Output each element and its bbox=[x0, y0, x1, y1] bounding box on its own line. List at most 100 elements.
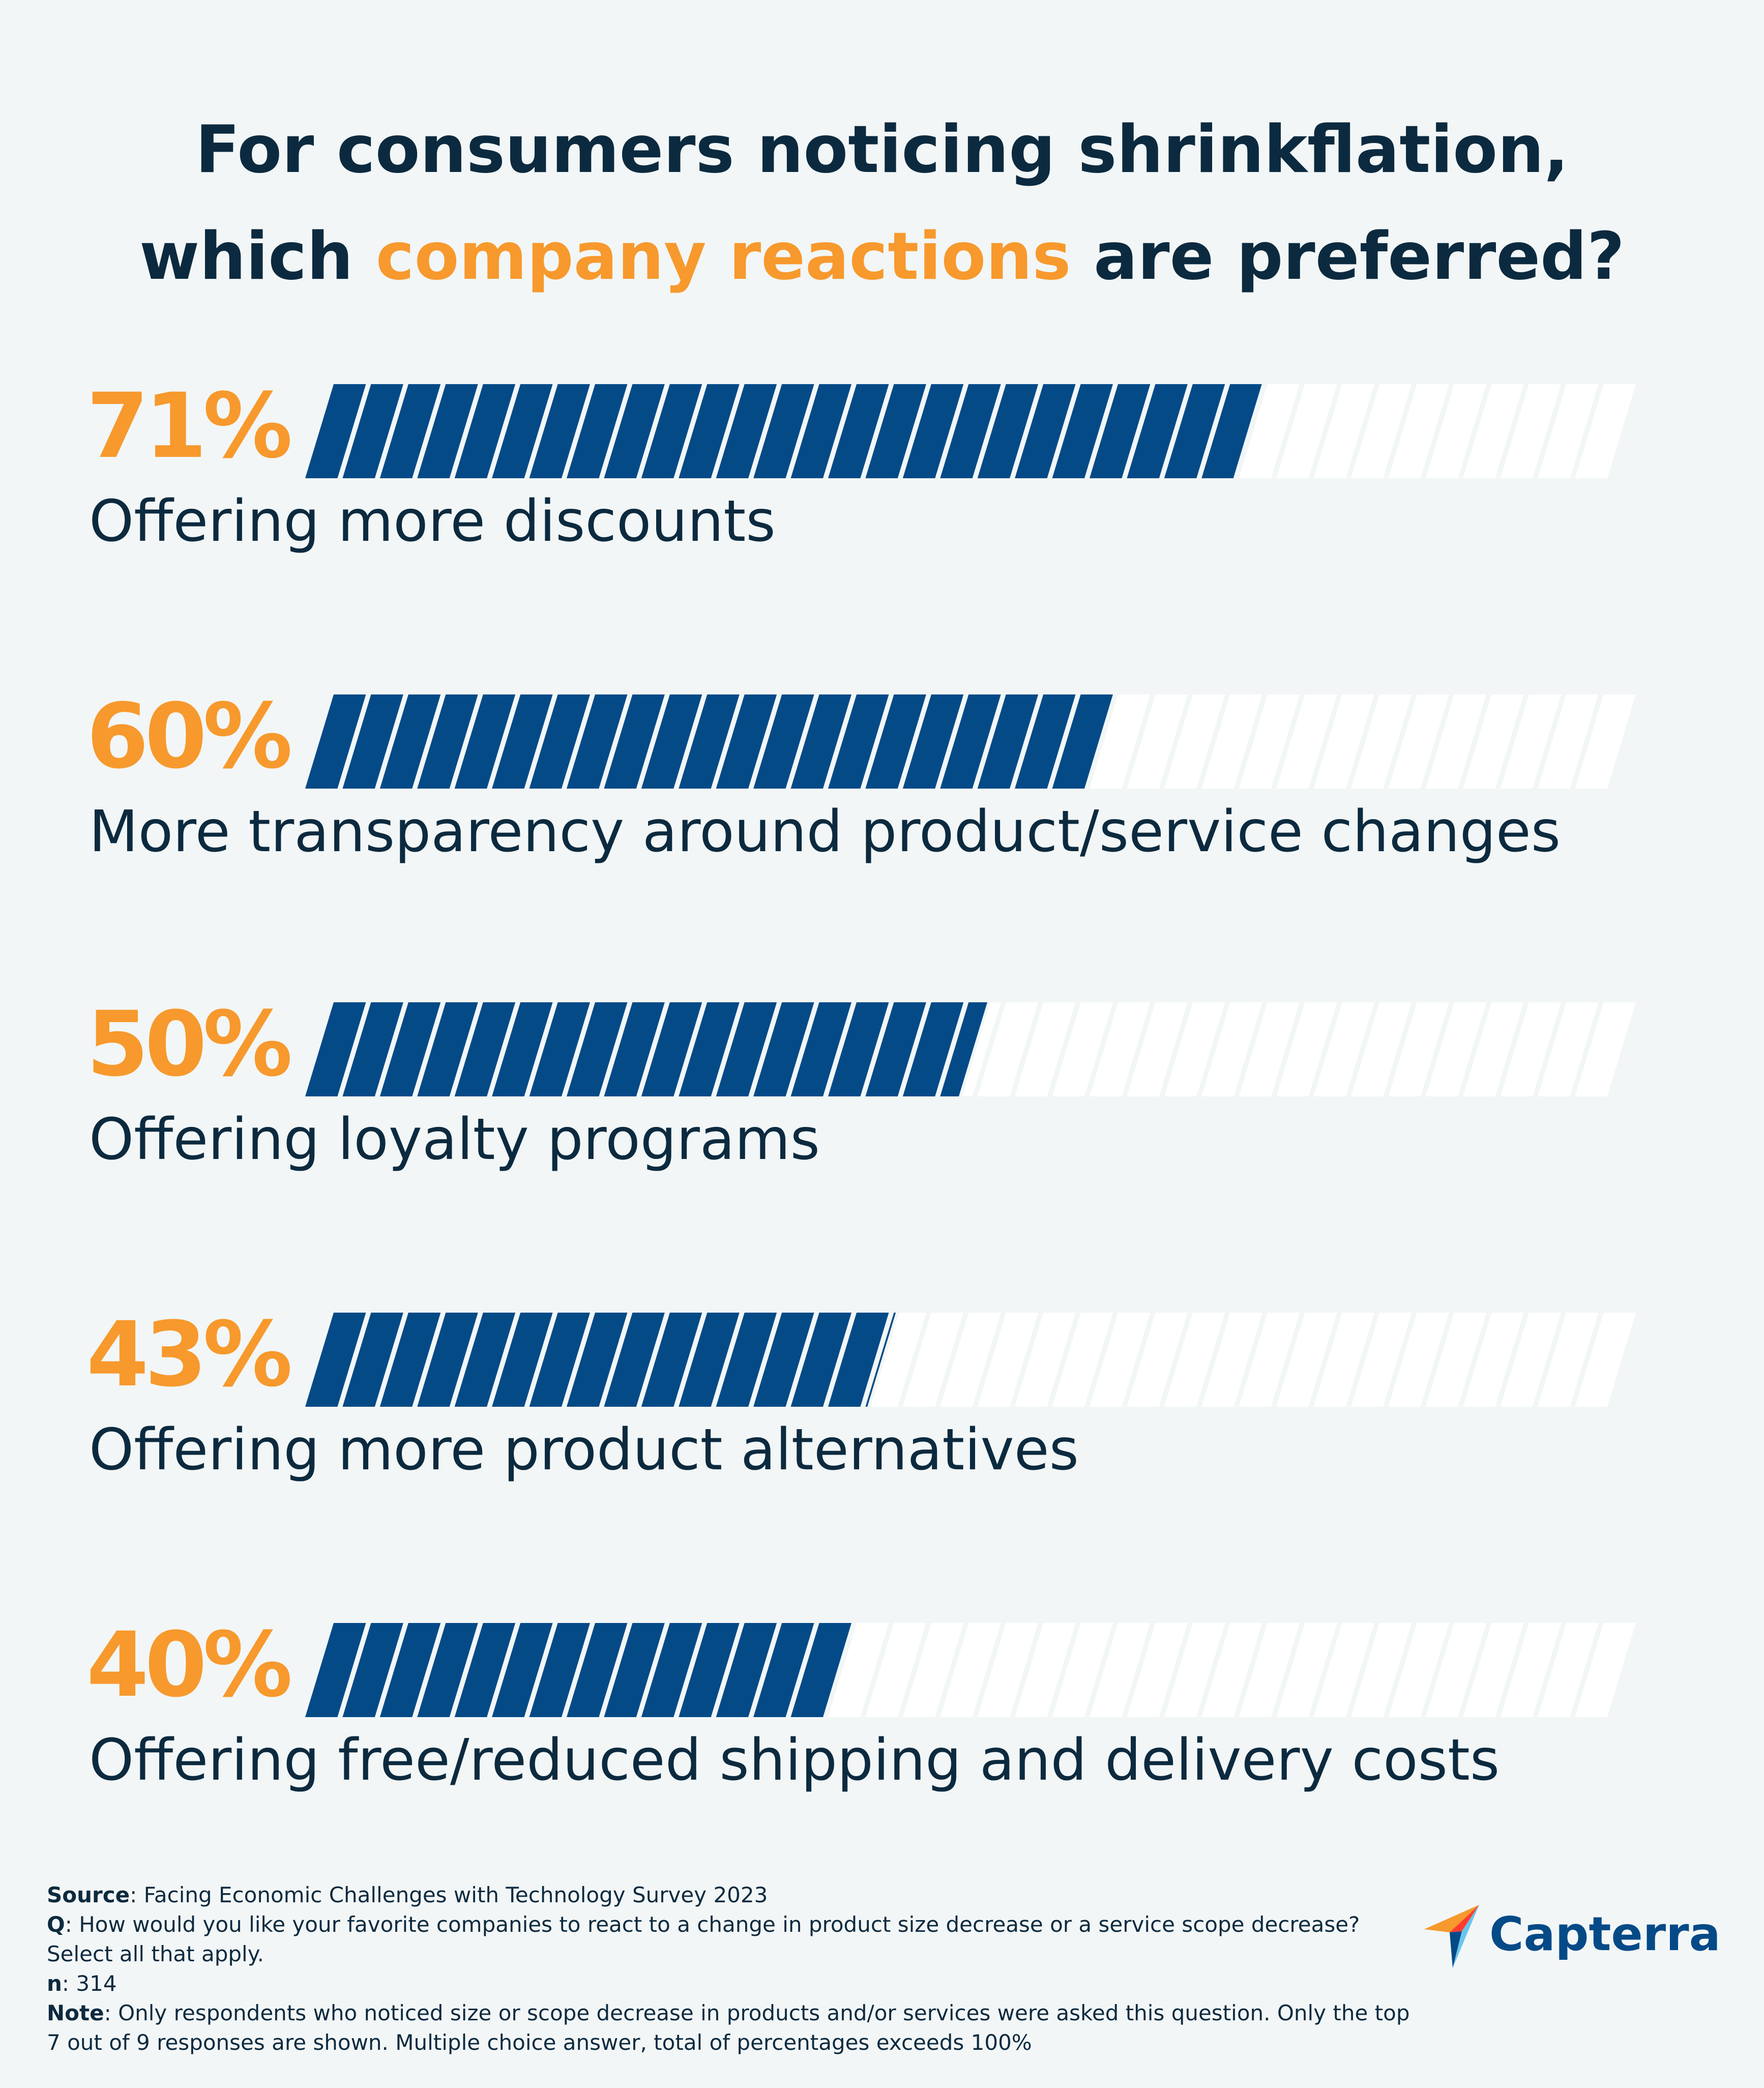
sample-size-text: : 314 bbox=[62, 1971, 117, 1996]
bar-stripe-empty bbox=[1127, 1313, 1188, 1407]
bar-stripe-empty bbox=[977, 1002, 1039, 1096]
bar-stripe-filled bbox=[679, 1002, 740, 1096]
bar-stripe-filled bbox=[828, 694, 889, 789]
bar-stripe-filled bbox=[342, 1002, 403, 1096]
bar-stripe-filled bbox=[641, 694, 702, 789]
footnotes: Source: Facing Economic Challenges with … bbox=[47, 1880, 1420, 2057]
capterra-arrow-icon bbox=[1424, 1905, 1479, 1968]
bar-stripe-empty bbox=[1463, 1623, 1524, 1717]
bar-stripe-empty bbox=[1425, 694, 1487, 789]
bar-stripe-filled bbox=[342, 384, 403, 478]
bar-stripe-empty bbox=[1351, 384, 1412, 478]
bar-stripe-empty bbox=[1090, 1002, 1151, 1096]
bar-stripe-filled bbox=[342, 1623, 403, 1717]
bar-stripe-filled bbox=[716, 384, 777, 478]
bar-stripe-filled bbox=[753, 1002, 814, 1096]
bar-stripe-filled bbox=[305, 694, 366, 789]
bar-stripe-filled bbox=[492, 1623, 553, 1717]
bar-stripe-empty bbox=[1388, 1002, 1449, 1096]
bar-row: 50% Offering loyalty programs bbox=[0, 992, 1764, 1216]
bar-stripe-empty bbox=[828, 1623, 889, 1717]
bar-stripe-empty bbox=[1127, 1002, 1188, 1096]
bar-stripe-empty bbox=[1425, 1313, 1487, 1407]
bar-stripe-filled bbox=[379, 1623, 441, 1717]
bar-alternatives bbox=[305, 1313, 1636, 1407]
bar-transparency bbox=[305, 694, 1636, 789]
bar-stripe-filled bbox=[865, 694, 926, 789]
bar-stripe-filled bbox=[305, 1313, 366, 1407]
bar-stripe-filled bbox=[379, 694, 441, 789]
bar-stripe-filled bbox=[641, 1002, 702, 1096]
bar-stripe-empty bbox=[1538, 1313, 1599, 1407]
bar-stripe-empty bbox=[1276, 1313, 1337, 1407]
category-label: Offering free/reduced shipping and deliv… bbox=[89, 1727, 1500, 1793]
bar-stripe-filled bbox=[790, 1002, 851, 1096]
bar-stripe-empty bbox=[1313, 1313, 1374, 1407]
category-label: Offering more discounts bbox=[89, 488, 776, 555]
bar-stripe-empty bbox=[1090, 1313, 1151, 1407]
source-note: Source: Facing Economic Challenges with … bbox=[47, 1880, 1420, 1910]
bar-stripe-filled bbox=[902, 694, 964, 789]
bar-stripe-empty bbox=[1351, 1313, 1412, 1407]
bar-stripe-empty bbox=[1538, 1002, 1599, 1096]
bar-stripe-empty bbox=[1500, 1002, 1562, 1096]
bar-stripe-filled bbox=[716, 1313, 777, 1407]
bar-loyalty bbox=[305, 1002, 1636, 1096]
bar-stripe-filled bbox=[417, 1623, 478, 1717]
bar-stripe-empty bbox=[1575, 384, 1636, 478]
bar-stripe-filled bbox=[1015, 384, 1076, 478]
bar-stripe-filled bbox=[753, 1623, 814, 1717]
bar-stripe-empty bbox=[1463, 1002, 1524, 1096]
sample-size-note: n: 314 bbox=[47, 1969, 1420, 1998]
bar-stripe-filled bbox=[828, 1313, 889, 1407]
bar-stripe-filled bbox=[1052, 694, 1113, 789]
bar-stripe-empty bbox=[870, 1313, 926, 1407]
bar-stripe-empty bbox=[1201, 694, 1262, 789]
bar-discounts bbox=[305, 384, 1636, 478]
bar-stripe-empty bbox=[1239, 1313, 1300, 1407]
bar-stripe-empty bbox=[1052, 1002, 1113, 1096]
bar-stripe-empty bbox=[1313, 694, 1374, 789]
bar-stripe-empty bbox=[1239, 1002, 1300, 1096]
bar-stripe-empty bbox=[1575, 1002, 1636, 1096]
bar-stripe-filled bbox=[641, 1623, 702, 1717]
bar-stripe-filled bbox=[305, 1623, 366, 1717]
bar-stripe-filled bbox=[454, 1002, 516, 1096]
bar-stripe-empty bbox=[1052, 1313, 1113, 1407]
bar-stripe-filled bbox=[305, 1002, 366, 1096]
category-label: Offering loyalty programs bbox=[89, 1107, 820, 1173]
bar-stripe-empty bbox=[1388, 1623, 1449, 1717]
category-label: Offering more product alternatives bbox=[89, 1417, 1079, 1483]
bar-stripe-empty bbox=[962, 1002, 1001, 1096]
question-label: Q bbox=[47, 1912, 65, 1937]
value-label: 50% bbox=[86, 992, 292, 1096]
bar-stripe-filled bbox=[1164, 384, 1225, 478]
bar-stripe-filled bbox=[641, 1313, 702, 1407]
bar-stripe-filled bbox=[379, 384, 441, 478]
bar-stripe-filled bbox=[417, 384, 478, 478]
bar-stripe-filled bbox=[1127, 384, 1188, 478]
bar-stripe-empty bbox=[1164, 1313, 1225, 1407]
bar-stripe-empty bbox=[1388, 1313, 1449, 1407]
bar-stripe-empty bbox=[1313, 1623, 1374, 1717]
bar-stripe-empty bbox=[1351, 1623, 1412, 1717]
bar-stripe-empty bbox=[1276, 1623, 1337, 1717]
bar-stripe-filled bbox=[716, 1002, 777, 1096]
bar-stripe-filled bbox=[529, 694, 590, 789]
bar-stripe-filled bbox=[977, 694, 1039, 789]
bar-stripe-filled bbox=[679, 384, 740, 478]
bar-stripe-empty bbox=[1276, 1002, 1337, 1096]
bar-stripe-empty bbox=[1351, 1002, 1412, 1096]
bar-stripe-filled bbox=[567, 1002, 628, 1096]
category-label: More transparency around product/service… bbox=[89, 799, 1561, 865]
bar-stripe-filled bbox=[1201, 384, 1262, 478]
bar-stripe-empty bbox=[1538, 694, 1599, 789]
bar-stripe-filled bbox=[604, 1313, 665, 1407]
bar-stripe-filled bbox=[753, 384, 814, 478]
bar-stripe-empty bbox=[977, 1313, 1039, 1407]
bar-stripe-filled bbox=[902, 1002, 964, 1096]
value-label: 43% bbox=[86, 1302, 292, 1407]
bar-stripe-filled bbox=[417, 694, 478, 789]
chart-title: For consumers noticing shrinkflation, wh… bbox=[0, 97, 1764, 310]
bar-stripe-filled bbox=[790, 1623, 851, 1717]
